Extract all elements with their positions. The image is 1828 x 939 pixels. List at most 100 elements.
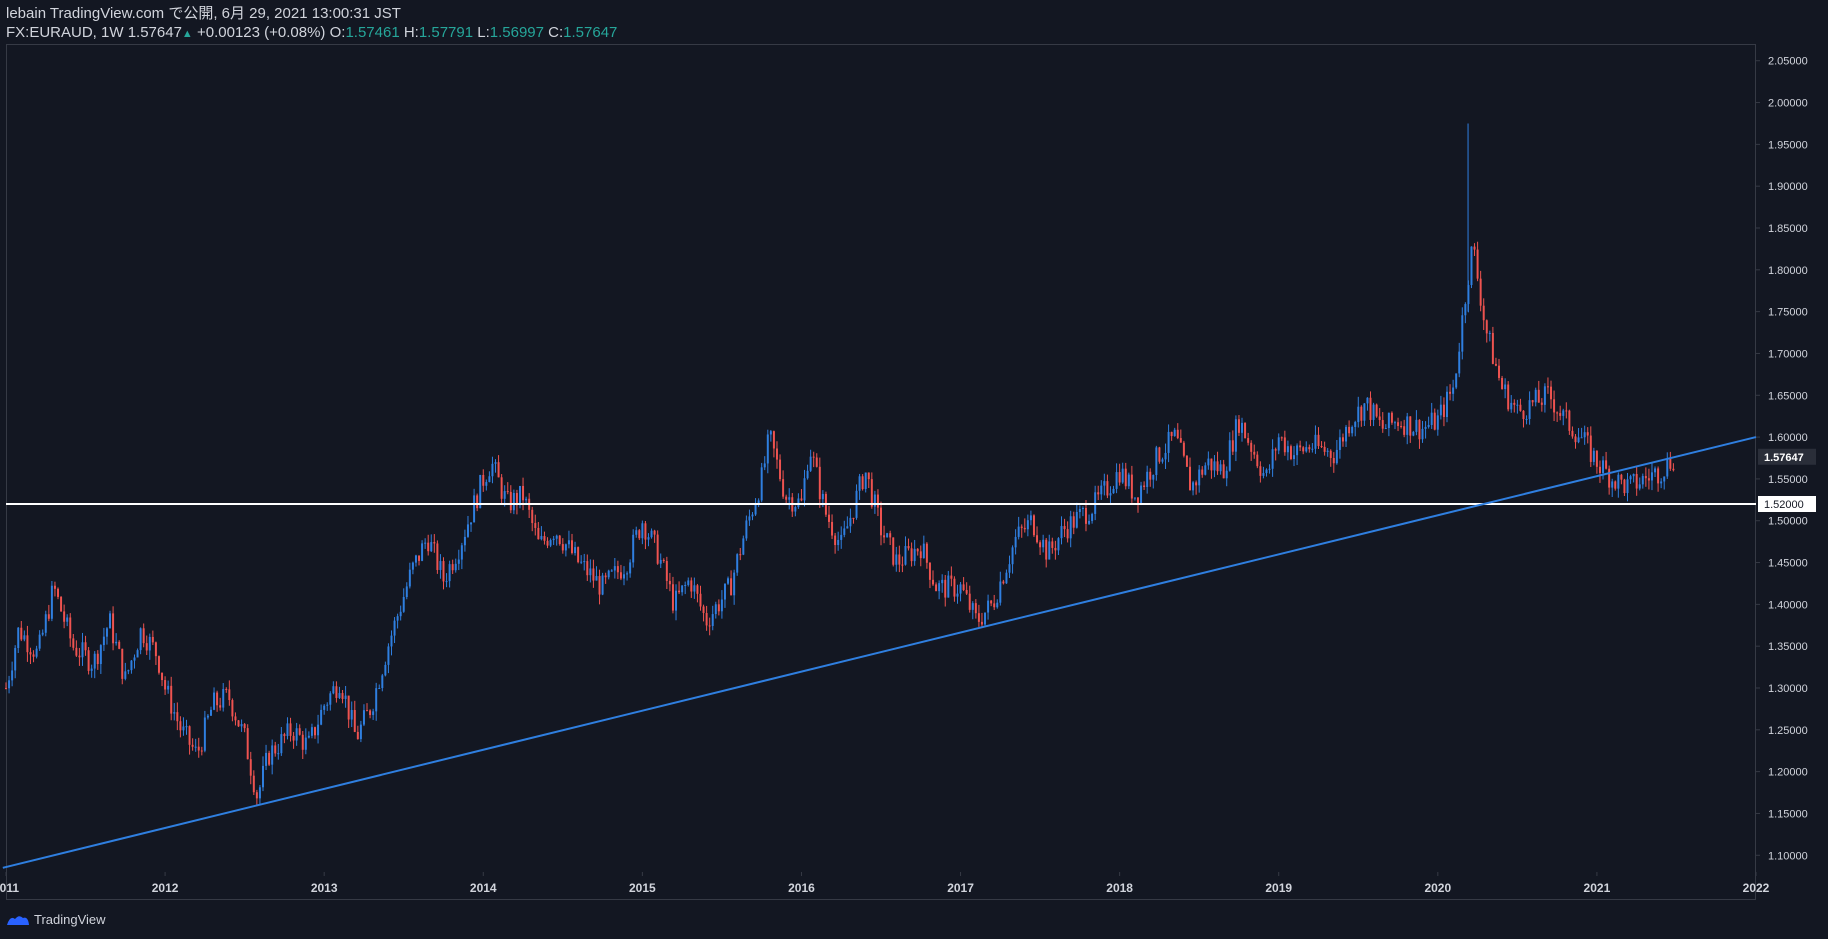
candle-body [1133,497,1136,499]
candle-body [1014,536,1017,548]
candle-body [213,692,216,710]
candle-body [1663,476,1666,482]
candle-body [1446,391,1448,418]
candle-body [999,581,1002,603]
footer-brand[interactable]: TradingView [6,912,106,927]
candle-body [959,584,962,594]
candle-body [928,562,931,580]
candle-body [681,585,684,593]
y-tick-label: 1.20000 [1768,767,1808,779]
candle-body [815,457,818,467]
x-tick-label: 2012 [152,881,179,895]
candle-body [1666,458,1669,477]
candle-body [200,750,203,752]
candle-body [1491,332,1494,364]
candle-body [1256,454,1259,467]
candle-body [1620,474,1623,480]
candle-body [1470,246,1473,286]
tradingview-logo-icon [7,915,29,925]
candle-body [531,509,534,524]
candle-body [1525,418,1528,420]
x-tick-label: 2017 [947,881,974,895]
candle-body [962,584,965,591]
candle-body [684,584,687,586]
candle-body [1161,459,1164,462]
candle-body [1592,450,1595,462]
candle-body [1124,468,1127,487]
candle-body [843,528,846,535]
candle-body [485,482,488,486]
candle-body [93,653,96,669]
candle-body [1237,419,1240,433]
candle-body [812,456,815,458]
candle-body [1293,455,1296,460]
trendline[interactable] [2,436,1757,869]
candle-body [320,709,323,725]
candle-body [1109,493,1112,496]
candle-body [387,646,390,665]
candle-body [90,668,93,671]
candle-body [1387,412,1390,429]
candle-body [1345,426,1348,442]
candle-body [350,710,353,720]
candle-body [448,564,451,582]
candle-body [164,680,167,690]
candle-body [488,476,491,483]
price-change: +0.00123 (+0.08%) [196,24,326,41]
candle-body [197,746,200,751]
candle-body [895,554,898,565]
candle-body [1305,447,1308,452]
candle-body [225,689,228,691]
candle-body [1213,461,1216,471]
candle-body [1081,508,1084,510]
candle-body [130,660,133,671]
candle-body [769,431,772,435]
candle-body [29,652,32,655]
up-arrow-icon: ▲ [181,28,193,40]
candle-body [1354,422,1357,427]
candle-body [506,491,509,493]
candle-body [1164,452,1167,460]
candle-body [261,765,264,788]
candle-body [515,493,518,506]
x-tick-label: 2011 [0,881,19,895]
candle-body [1479,278,1482,306]
candle-body [736,554,739,573]
candle-body [479,474,482,509]
y-tick-label: 2.05000 [1768,56,1808,68]
candle-body [289,723,292,736]
candle-body [831,521,834,536]
candle-body [292,735,295,741]
candle-body [408,569,411,587]
candle-body [904,546,907,565]
candle-body [910,548,913,562]
candle-body [647,537,650,540]
candle-body [1320,446,1323,448]
candle-body [1244,422,1247,439]
candle-body [782,479,785,497]
x-tick-label: 2018 [1106,881,1133,895]
chart-frame[interactable] [6,44,1756,900]
candle-body [50,585,53,619]
candle-body [604,575,607,578]
candle-body [592,568,595,581]
candle-body [1130,474,1133,499]
candle-body [723,583,726,600]
candle-body [898,554,901,565]
candle-body [678,590,681,593]
candle-body [491,463,494,477]
y-tick-label: 1.35000 [1768,641,1808,653]
candle-body [1072,516,1075,528]
candle-body [619,572,622,579]
candle-body [246,728,249,760]
candle-body [1314,434,1317,449]
candle-body [1571,430,1574,437]
candle-body [332,686,335,694]
candle-body [26,635,29,653]
candle-body [775,448,778,460]
candle-body [75,647,78,656]
candle-body [1069,516,1072,539]
candle-body [118,641,121,649]
y-tick-label: 1.40000 [1768,599,1808,611]
